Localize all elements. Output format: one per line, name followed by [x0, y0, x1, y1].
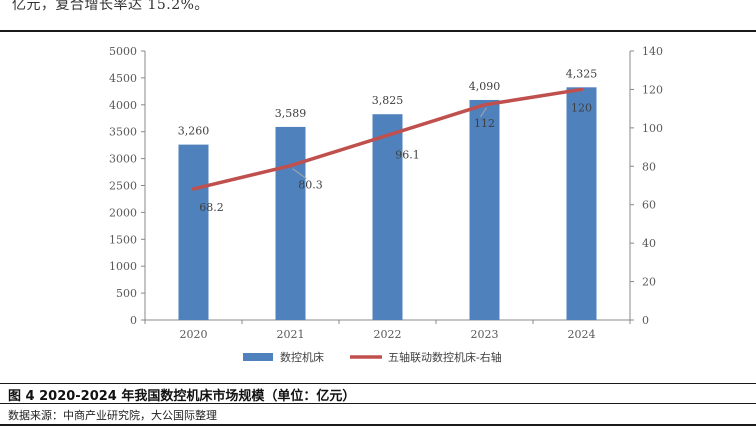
line-data-label: 68.2: [199, 201, 224, 214]
bar-data-label: 4,090: [469, 80, 501, 93]
left-axis-tick-label: 3000: [109, 153, 137, 166]
line-point-2023: [483, 103, 486, 107]
left-axis-tick-label: 5000: [109, 45, 137, 58]
x-axis-tick-label: 2024: [568, 328, 596, 341]
legend-bar-swatch: [243, 353, 273, 361]
left-axis-tick-label: 0: [130, 314, 137, 327]
right-axis-tick-label: 0: [642, 314, 649, 327]
left-axis-tick-label: 2000: [109, 206, 137, 219]
bar-2023: [469, 99, 500, 320]
caption-top-divider: [0, 383, 756, 384]
bar-data-label: 3,260: [178, 125, 210, 138]
line-data-label: 80.3: [298, 179, 323, 192]
bar-2021: [275, 126, 306, 320]
bar-data-label: 3,825: [372, 94, 404, 107]
left-axis-tick-label: 1500: [109, 233, 137, 246]
x-axis-tick-label: 2021: [277, 328, 305, 341]
market-size-chart: 0500100015002000250030003500400045005000…: [109, 45, 663, 364]
bar-2020: [178, 144, 209, 320]
bottom-divider: [0, 424, 756, 426]
left-axis-tick-label: 500: [116, 287, 137, 300]
line-point-2020: [192, 187, 195, 191]
line-point-2022: [386, 133, 389, 137]
bar-data-label: 3,589: [275, 107, 307, 120]
x-axis-tick-label: 2020: [180, 328, 208, 341]
legend-line-label: 五轴联动数控机床-右轴: [388, 350, 502, 364]
right-axis-tick-label: 80: [642, 160, 656, 173]
x-axis-tick-label: 2023: [471, 328, 499, 341]
x-axis-tick-label: 2022: [374, 328, 402, 341]
left-axis-tick-label: 3500: [109, 126, 137, 139]
line-point-2024: [580, 87, 583, 91]
line-label-leader: [480, 107, 487, 118]
top-divider: [0, 30, 756, 32]
line-data-label: 96.1: [395, 148, 420, 161]
left-axis-tick-label: 4500: [109, 72, 137, 85]
left-axis-tick-label: 2500: [109, 180, 137, 193]
caption-bottom-divider: [0, 403, 756, 404]
line-point-2021: [289, 164, 292, 168]
left-axis-tick-label: 1000: [109, 260, 137, 273]
legend-bar-label: 数控机床: [280, 350, 324, 364]
bar-data-label: 4,325: [566, 67, 598, 80]
figure-caption: 图 4 2020-2024 年我国数控机床市场规模（单位：亿元）: [8, 389, 356, 404]
figure-source: 数据来源：中商产业研究院，大公国际整理: [8, 409, 217, 422]
bar-2022: [372, 114, 403, 320]
right-axis-tick-label: 140: [642, 45, 663, 58]
right-axis-tick-label: 20: [642, 276, 656, 289]
bar-2024: [566, 87, 597, 320]
right-axis-tick-label: 120: [642, 83, 663, 96]
right-axis-tick-label: 100: [642, 122, 663, 135]
line-label-leader: [292, 168, 307, 180]
right-axis-tick-label: 40: [642, 237, 656, 250]
line-data-label: 120: [571, 101, 592, 114]
right-axis-tick-label: 60: [642, 199, 656, 212]
preceding-paragraph-text: 亿元，复合增长率达 15.2%。: [12, 0, 209, 13]
line-data-label: 112: [474, 117, 495, 130]
left-axis-tick-label: 4000: [109, 99, 137, 112]
